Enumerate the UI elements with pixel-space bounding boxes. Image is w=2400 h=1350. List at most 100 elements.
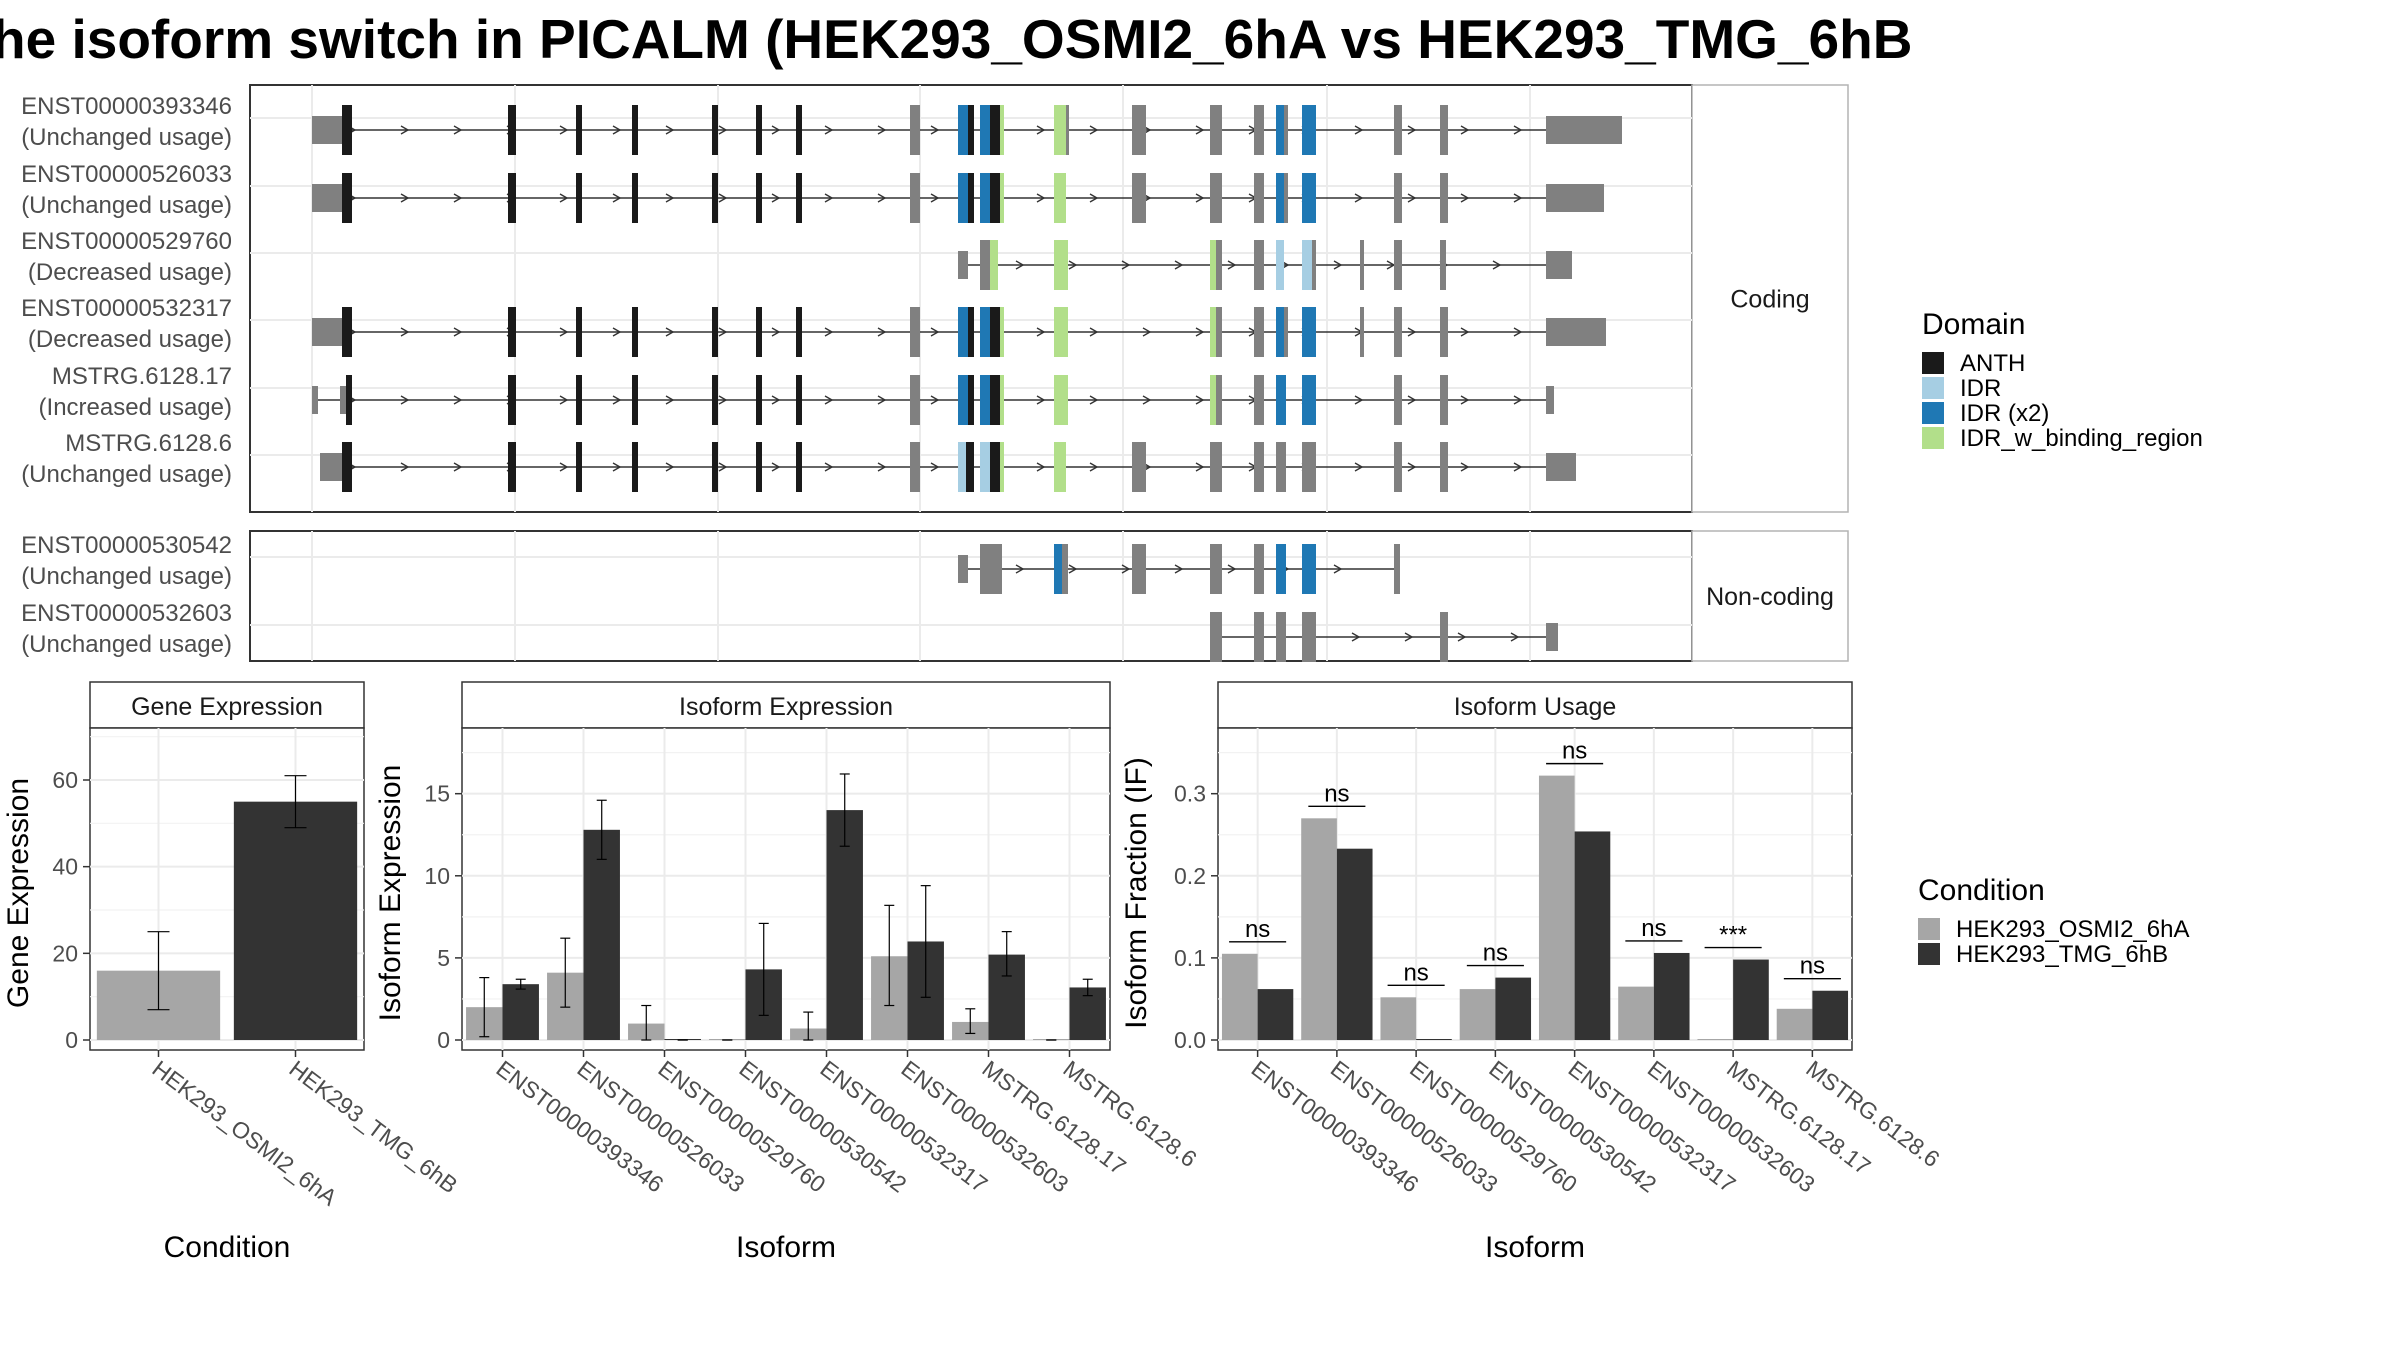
isoform-bar bbox=[1495, 977, 1532, 1040]
strand-arrow bbox=[930, 125, 940, 135]
strand-arrow bbox=[1510, 632, 1520, 642]
exon-block bbox=[1254, 307, 1264, 357]
exon-block bbox=[756, 105, 762, 155]
exon-block bbox=[1360, 307, 1364, 357]
exon-block bbox=[712, 173, 718, 223]
exon-block bbox=[966, 442, 974, 492]
strand-arrow bbox=[1513, 193, 1523, 203]
strand-arrow bbox=[930, 193, 940, 203]
transcript-label: MSTRG.6128.6 bbox=[65, 430, 232, 457]
exon-block bbox=[712, 442, 718, 492]
exon-block bbox=[1394, 240, 1402, 290]
strand-arrow bbox=[1354, 125, 1364, 135]
exon-block bbox=[1254, 612, 1264, 662]
exon-block bbox=[508, 442, 516, 492]
strand-arrow bbox=[1036, 125, 1046, 135]
exon-block bbox=[312, 318, 342, 346]
transcript-usage-label: (Decreased usage) bbox=[28, 259, 232, 286]
strand-arrow bbox=[1513, 327, 1523, 337]
strand-arrow bbox=[1121, 564, 1131, 574]
exon-block bbox=[968, 173, 974, 223]
y-tick-label: 60 bbox=[52, 767, 78, 793]
strand-arrow bbox=[824, 125, 834, 135]
transcript-row-ENST00000530542: ENST00000530542 (Unchanged usage) bbox=[21, 532, 1400, 594]
strand-arrow bbox=[877, 462, 887, 472]
strand-arrow bbox=[824, 395, 834, 405]
strand-arrow bbox=[1227, 564, 1237, 574]
strand-arrow bbox=[665, 193, 675, 203]
strand-arrow bbox=[665, 125, 675, 135]
strand-arrow bbox=[718, 193, 728, 203]
strand-arrow bbox=[1195, 193, 1205, 203]
panel-strip bbox=[89, 681, 365, 729]
exon-block bbox=[1216, 307, 1222, 357]
exon-block bbox=[756, 307, 762, 357]
strand-arrow bbox=[400, 327, 410, 337]
exon-block bbox=[1254, 105, 1264, 155]
domain-legend-label: ANTH bbox=[1960, 350, 2025, 377]
exon-block bbox=[796, 307, 802, 357]
exon-block bbox=[1394, 544, 1400, 594]
panel-title: Gene Expression bbox=[131, 693, 323, 721]
strand-arrow bbox=[1460, 462, 1470, 472]
y-tick-label: 0.0 bbox=[1174, 1027, 1206, 1053]
y-tick-label: 40 bbox=[52, 854, 78, 880]
significance-label: ns bbox=[1245, 916, 1270, 943]
structure-facet-strip bbox=[1691, 530, 1849, 662]
strand-arrow bbox=[1036, 395, 1046, 405]
isoform-bar bbox=[1812, 990, 1849, 1040]
structure-facet-label: Coding bbox=[1730, 286, 1809, 314]
strand-arrow bbox=[1460, 327, 1470, 337]
exon-block bbox=[1000, 442, 1004, 492]
panel-title: Isoform Expression bbox=[679, 693, 893, 721]
transcript-label: ENST00000526033 bbox=[21, 161, 232, 188]
exon-block bbox=[756, 442, 762, 492]
strand-arrow bbox=[1333, 564, 1343, 574]
strand-arrow bbox=[1460, 125, 1470, 135]
exon-block bbox=[1210, 612, 1222, 662]
exon-block bbox=[576, 105, 582, 155]
y-axis-title: Isoform Fraction (IF) bbox=[1120, 757, 1153, 1029]
strand-arrow bbox=[612, 395, 622, 405]
transcript-row-ENST00000393346: ENST00000393346 (Unchanged usage) bbox=[21, 93, 1622, 155]
exon-block bbox=[1546, 251, 1572, 279]
transcript-usage-label: (Unchanged usage) bbox=[21, 631, 232, 658]
strand-arrow bbox=[824, 193, 834, 203]
isoform-bar bbox=[1336, 848, 1373, 1040]
exon-block bbox=[980, 307, 990, 357]
y-tick-label: 0.2 bbox=[1174, 863, 1206, 889]
exon-block bbox=[312, 386, 318, 414]
strand-arrow bbox=[1333, 260, 1343, 270]
strand-arrow bbox=[1089, 193, 1099, 203]
domain-legend-key bbox=[1922, 352, 1944, 374]
isoform-bar bbox=[1653, 952, 1690, 1040]
exon-block bbox=[576, 173, 582, 223]
exon-block bbox=[1062, 544, 1068, 594]
transcript-row-ENST00000526033: ENST00000526033 (Unchanged usage) bbox=[21, 161, 1604, 223]
significance-label: ns bbox=[1483, 940, 1508, 967]
exon-block bbox=[910, 105, 920, 155]
exon-block bbox=[1000, 105, 1004, 155]
exon-block bbox=[632, 442, 638, 492]
strand-arrow bbox=[1195, 462, 1205, 472]
domain-legend-label: IDR_w_binding_region bbox=[1960, 425, 2203, 452]
exon-block bbox=[1440, 375, 1448, 425]
exon-block bbox=[968, 307, 974, 357]
exon-block bbox=[990, 442, 1000, 492]
transcript-usage-label: (Increased usage) bbox=[39, 394, 232, 421]
isoform-bar bbox=[1380, 997, 1417, 1040]
isoform-bar bbox=[1697, 1039, 1734, 1040]
isoform-bar bbox=[1733, 959, 1769, 1040]
strand-arrow bbox=[1174, 564, 1184, 574]
exon-block bbox=[1302, 375, 1316, 425]
exon-block bbox=[1054, 442, 1066, 492]
domain-legend-key bbox=[1922, 377, 1944, 399]
exon-block bbox=[712, 105, 718, 155]
transcript-structure-panel: Coding Non-coding ENST00000393346 (Unchange… bbox=[21, 84, 1849, 662]
exon-block bbox=[342, 173, 352, 223]
panel-isoform-expression: Isoform Expression051015ENST00000393346E… bbox=[374, 681, 1202, 1264]
exon-block bbox=[756, 375, 762, 425]
transcript-usage-label: (Unchanged usage) bbox=[21, 124, 232, 151]
exon-block bbox=[508, 375, 516, 425]
strand-arrow bbox=[1195, 395, 1205, 405]
